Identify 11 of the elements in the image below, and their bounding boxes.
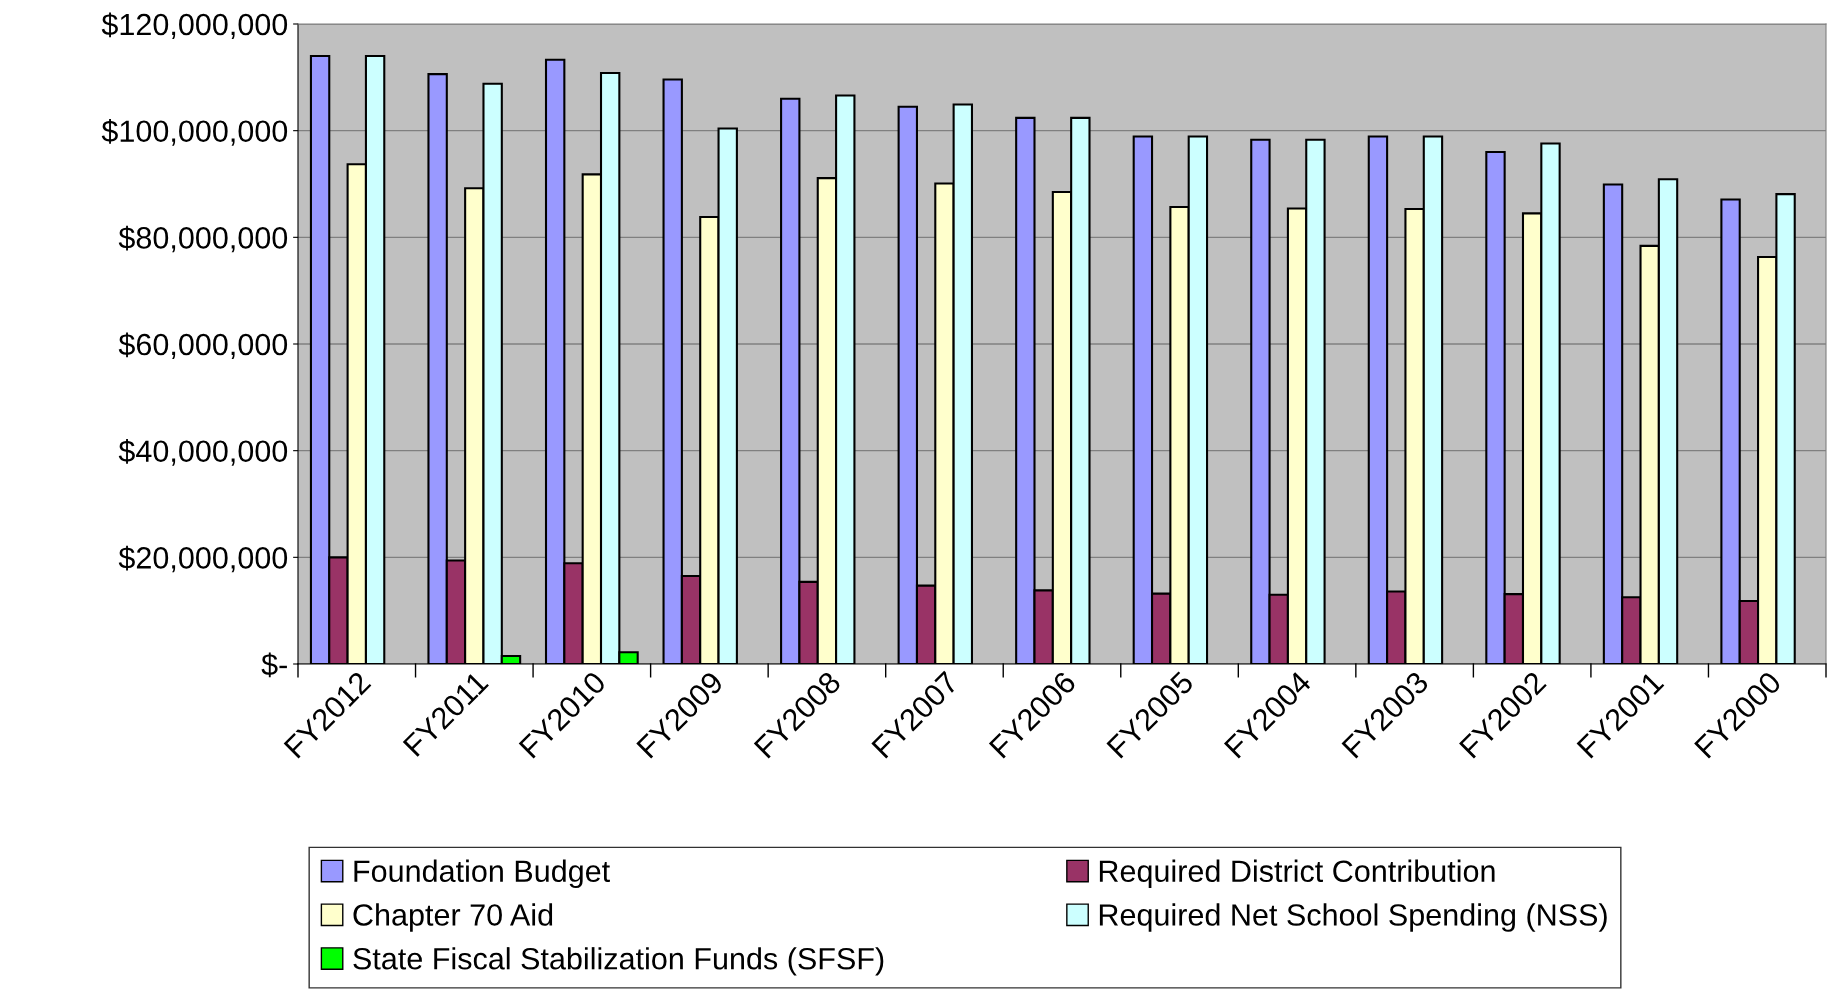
legend-label: Required Net School Spending (NSS) [1099,903,1607,932]
y-tick-label: $60,000,000 [118,332,288,359]
y-tick-label: $100,000,000 [101,119,288,146]
legend-label: State Fiscal Stabilization Funds (SFSF) [353,947,884,976]
y-tick-label: $80,000,000 [118,225,288,253]
y-tick-label: $120,000,000 [101,12,288,39]
legend-label: Foundation Budget [354,859,610,889]
y-tick-label: $20,000,000 [118,545,288,573]
y-tick-label: $40,000,000 [118,439,288,466]
legend-label: Required District Contribution [1099,859,1495,889]
legend-label: Chapter 70 Aid [353,903,553,932]
